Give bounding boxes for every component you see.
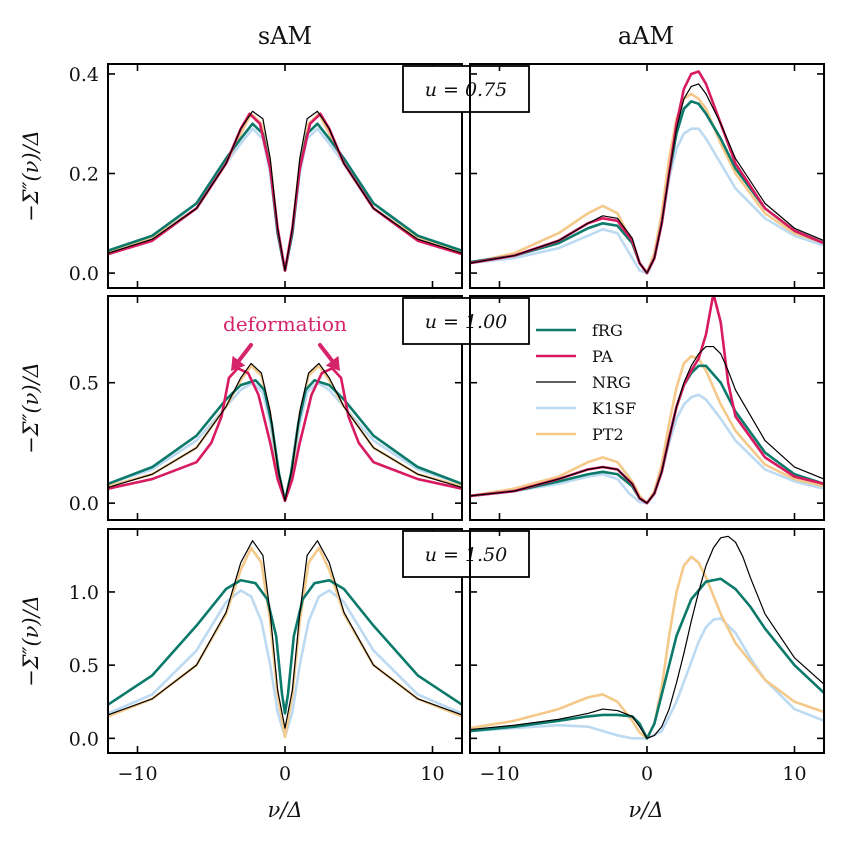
series-line-nrg	[108, 110, 462, 272]
xtick-label: 10	[420, 763, 444, 785]
series-line-frg	[108, 122, 462, 272]
deformation-label: deformation	[223, 312, 347, 336]
series-line-pt2	[108, 364, 462, 503]
deformation-annotation: deformation	[223, 312, 347, 371]
series-line-frg	[470, 364, 824, 505]
xtick-label: 0	[279, 763, 291, 785]
column-title-right: aAM	[618, 22, 674, 50]
u-label-text: u = 1.50	[425, 544, 508, 566]
panel-r0-c1	[469, 63, 825, 289]
legend-item-k1sf: K1SF	[536, 399, 636, 418]
ylabel-row-1: −Σ″(ν)/Δ	[19, 362, 43, 454]
series-line-k1sf	[470, 617, 824, 740]
panels: 0.0 0.2 0.4 u = 0.75 0.0 0.5 u = 1.00 −10 0 10 0.0…	[69, 63, 825, 785]
series-line-pt2	[108, 112, 462, 272]
legend-label: K1SF	[592, 399, 636, 418]
ylabel-row-2: −Σ″(ν)/Δ	[19, 595, 43, 687]
xtick-label: −10	[479, 763, 519, 785]
xtick-label: −10	[117, 763, 157, 785]
legend-label: PT2	[592, 425, 624, 444]
legend: fRG PA NRG K1SF PT2	[536, 321, 636, 444]
series-line-k1sf	[108, 381, 462, 503]
series-group	[470, 535, 824, 740]
panel-r2-c1: −10 0 10	[469, 528, 825, 785]
ytick-label: 0.2	[69, 164, 99, 186]
xlabel-right: ν/Δ	[628, 798, 663, 822]
ytick-label: 0.0	[69, 493, 99, 515]
series-line-frg	[470, 100, 824, 275]
xtick-label: 10	[782, 763, 806, 785]
legend-item-frg: fRG	[536, 321, 623, 340]
series-line-nrg	[108, 540, 462, 729]
series-line-pt2	[470, 92, 824, 275]
series-group	[470, 70, 824, 275]
xlabel-left: ν/Δ	[267, 798, 302, 822]
legend-item-pa: PA	[536, 347, 613, 366]
series-line-frg	[470, 577, 824, 740]
ytick-label: 1.0	[69, 582, 99, 604]
ylabel-row-0: −Σ″(ν)/Δ	[19, 130, 43, 222]
series-line-pt2	[470, 555, 824, 740]
series-group	[470, 296, 824, 505]
column-title-left: sAM	[258, 22, 312, 50]
series-line-pt2	[470, 354, 824, 505]
panel-r2-c0: −10 0 10 0.0 0.5 1.0 u = 1.50	[69, 528, 530, 785]
panel-r1-c0: 0.0 0.5 u = 1.00	[69, 295, 530, 521]
u-label-row-2: u = 1.50	[402, 530, 530, 578]
ytick-label: 0.4	[69, 64, 99, 86]
ytick-label: 0.5	[69, 373, 99, 395]
series-line-nrg	[470, 83, 824, 274]
u-label-text: u = 0.75	[425, 79, 508, 101]
u-label-row-0: u = 0.75	[402, 65, 530, 113]
series-line-pa	[108, 112, 462, 272]
series-group	[108, 362, 462, 503]
series-line-k1sf	[108, 127, 462, 272]
legend-item-pt2: PT2	[536, 425, 624, 444]
panel-r0-c0: 0.0 0.2 0.4 u = 0.75	[69, 63, 530, 289]
series-line-frg	[108, 578, 462, 715]
panel-r1-c1	[469, 295, 825, 521]
series-line-nrg	[108, 362, 462, 502]
legend-item-nrg: NRG	[536, 373, 631, 392]
ytick-label: 0.0	[69, 728, 99, 750]
series-group	[108, 540, 462, 739]
ytick-label: 0.0	[69, 263, 99, 285]
legend-label: fRG	[592, 321, 623, 340]
series-line-nrg	[470, 345, 824, 504]
u-label-text: u = 1.00	[425, 311, 508, 333]
legend-label: PA	[592, 347, 613, 366]
deformation-arrow-right	[318, 343, 340, 371]
legend-label: NRG	[592, 373, 631, 392]
series-line-pa	[108, 366, 462, 503]
series-line-nrg	[470, 535, 824, 739]
deformation-arrow-left	[231, 343, 253, 371]
ytick-label: 0.5	[69, 655, 99, 677]
u-label-row-1: u = 1.00	[402, 297, 530, 345]
series-group	[108, 110, 462, 272]
xtick-label: 0	[641, 763, 653, 785]
series-line-frg	[108, 379, 462, 503]
series-line-pt2	[108, 546, 462, 739]
